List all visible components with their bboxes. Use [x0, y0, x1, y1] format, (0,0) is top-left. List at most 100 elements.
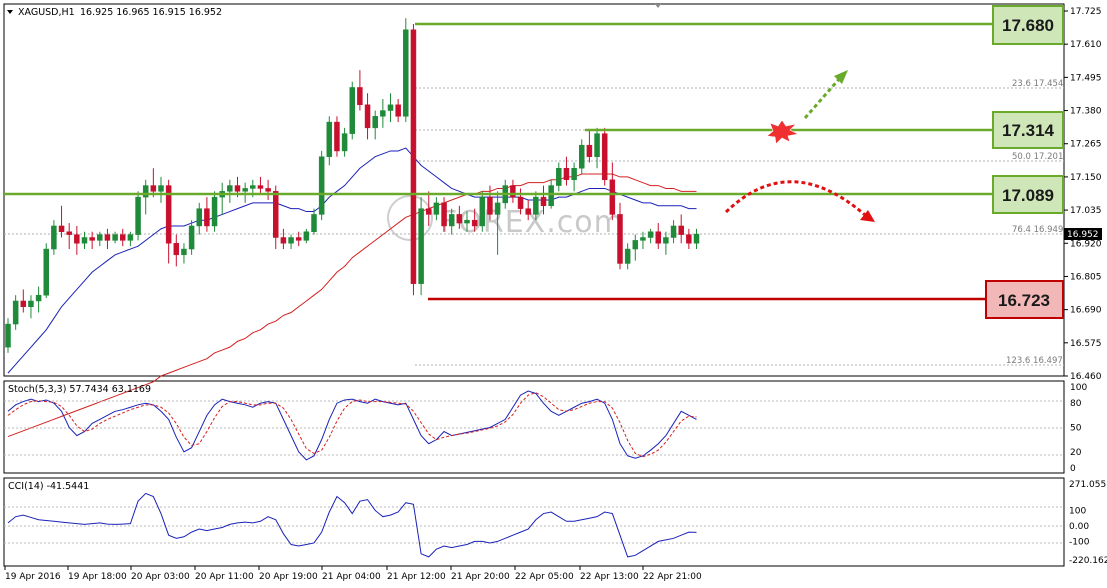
dropdown-triangle-icon[interactable] — [7, 10, 13, 14]
current-price-label: 16.952 — [1067, 230, 1099, 240]
level-box-17089[interactable]: 17.089 — [992, 175, 1064, 214]
scroll-marker-icon — [655, 4, 661, 8]
candle — [97, 231, 103, 247]
candle — [295, 231, 302, 247]
price-tick-label: 17.035 — [1070, 206, 1102, 216]
candle — [571, 162, 577, 192]
candle — [181, 243, 187, 264]
candle — [563, 156, 570, 186]
candle — [678, 214, 684, 244]
candle — [5, 318, 11, 353]
candle — [380, 99, 386, 128]
candle — [326, 116, 333, 166]
price-tick-label: 17.725 — [1070, 7, 1102, 17]
candle — [456, 205, 463, 229]
candle — [135, 191, 141, 241]
candle — [150, 168, 157, 198]
fib-500-label: 50.0 17.201 — [1012, 152, 1063, 162]
price-tick-label: 16.575 — [1070, 339, 1102, 349]
candle — [441, 197, 447, 232]
stoch-d-line — [7, 392, 697, 458]
candle — [12, 295, 19, 330]
candle — [188, 220, 195, 255]
time-tick-label: 19 Apr 2016 — [5, 572, 61, 582]
candle — [693, 228, 700, 250]
stoch-tick-label: 50 — [1070, 424, 1082, 434]
time-tick-label: 21 Apr 12:00 — [387, 572, 446, 582]
candle — [35, 286, 42, 313]
price-tick-label: 17.265 — [1070, 140, 1102, 150]
price-tick-label: 16.690 — [1070, 306, 1102, 316]
stoch-tick-label: 0 — [1070, 464, 1076, 474]
candle — [265, 179, 271, 200]
candle — [617, 202, 623, 270]
candle — [464, 211, 470, 232]
time-tick-label: 22 Apr 05:00 — [515, 572, 574, 582]
candle — [471, 208, 478, 232]
candle — [104, 228, 111, 250]
candle — [487, 185, 493, 221]
fib-764-label: 76.4 16.949 — [1012, 225, 1063, 235]
level-box-16723[interactable]: 16.723 — [985, 280, 1064, 319]
price-tick-label: 16.460 — [1070, 372, 1102, 382]
level-box-17680[interactable]: 17.680 — [992, 5, 1064, 45]
candle — [686, 228, 692, 250]
price-tick-label: 17.495 — [1070, 73, 1102, 83]
candle — [74, 225, 80, 255]
candle — [533, 191, 539, 221]
stoch-tick-label: 80 — [1070, 399, 1082, 409]
candle — [341, 127, 348, 157]
price-tick-label: 17.150 — [1070, 173, 1102, 183]
time-tick-label: 21 Apr 20:00 — [451, 572, 510, 582]
time-tick-label: 22 Apr 13:00 — [580, 572, 639, 582]
ma-fast-line — [7, 147, 697, 374]
candle — [120, 228, 126, 247]
stoch-k-line — [7, 390, 697, 461]
candle — [173, 234, 180, 267]
candle — [494, 191, 501, 255]
candle — [357, 70, 363, 111]
candle — [448, 208, 455, 235]
level-box-17314[interactable]: 17.314 — [992, 111, 1064, 149]
candle — [418, 197, 424, 296]
candle — [525, 199, 531, 221]
candle — [594, 127, 600, 169]
candle — [334, 116, 340, 157]
cci-tick-label: 0.00 — [1069, 522, 1089, 532]
cci-tick-label: 100 — [1069, 506, 1086, 516]
breakout-burst-icon — [766, 119, 799, 145]
svg-text:17.314: 17.314 — [1002, 121, 1055, 140]
candle — [663, 231, 669, 255]
candle — [288, 234, 294, 250]
svg-text:17.680: 17.680 — [1002, 16, 1054, 35]
candle — [280, 228, 287, 250]
bearish-projection-arrow — [724, 180, 866, 217]
candle — [204, 197, 210, 232]
candle — [66, 223, 72, 250]
price-panel[interactable] — [3, 3, 1065, 377]
time-axis: 19 Apr 2016 19 Apr 18:00 20 Apr 03:00 20 Ap… — [4, 566, 702, 582]
candle — [655, 223, 661, 250]
symbol-label: XAGUSD,H1 — [18, 7, 75, 18]
stochastic-panel[interactable] — [3, 380, 1065, 474]
price-tick-label: 16.805 — [1070, 272, 1102, 282]
candle — [349, 81, 355, 140]
candle — [51, 220, 57, 255]
price-tick-label: 16.920 — [1070, 239, 1102, 249]
candle — [670, 220, 677, 244]
cci-tick-label: -100 — [1069, 537, 1090, 547]
candle — [303, 228, 310, 244]
candle — [601, 127, 608, 186]
candle — [387, 93, 394, 123]
arrowhead-down-icon — [860, 210, 875, 222]
fib-1236-label: 123.6 16.497 — [1006, 356, 1063, 366]
fib-236-label: 23.6 17.454 — [1012, 79, 1063, 89]
time-tick-label: 20 Apr 03:00 — [131, 572, 190, 582]
candle — [579, 139, 585, 175]
candle — [479, 191, 486, 232]
candle — [273, 185, 279, 250]
price-tick-label: 17.610 — [1070, 40, 1102, 50]
candle — [410, 23, 417, 296]
